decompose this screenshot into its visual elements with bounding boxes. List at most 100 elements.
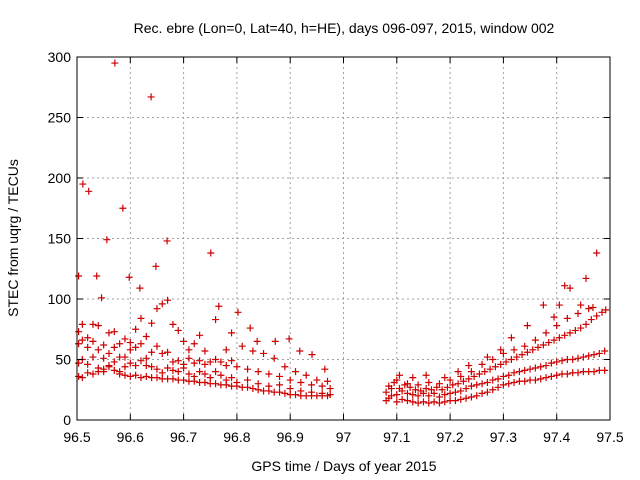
- grid: [77, 57, 610, 420]
- data-point: [534, 343, 542, 351]
- data-point: [582, 320, 590, 328]
- data-point: [142, 354, 150, 362]
- data-point: [398, 395, 406, 403]
- data-point: [602, 306, 610, 314]
- data-point: [169, 358, 177, 366]
- data-point: [254, 386, 262, 394]
- data-point: [478, 360, 486, 368]
- data-point: [467, 393, 475, 401]
- data-point: [441, 391, 449, 399]
- data-point: [281, 363, 289, 371]
- data-point: [507, 356, 515, 363]
- data-point: [212, 368, 220, 376]
- data-point: [465, 362, 473, 370]
- data-point: [561, 282, 569, 290]
- data-point: [555, 301, 563, 309]
- data-point: [462, 385, 470, 393]
- data-point: [513, 353, 521, 361]
- data-point: [137, 357, 145, 365]
- data-point: [228, 374, 236, 382]
- data-point: [324, 392, 332, 400]
- data-point: [190, 377, 198, 385]
- y-tick-label: 250: [48, 110, 72, 126]
- data-point: [142, 362, 150, 370]
- x-tick-label: 97.2: [436, 429, 463, 445]
- data-point: [126, 339, 134, 347]
- data-point: [78, 374, 86, 382]
- data-point: [425, 399, 433, 407]
- data-point: [212, 316, 220, 324]
- data-point: [539, 301, 547, 309]
- data-point: [406, 383, 414, 391]
- data-point: [403, 380, 411, 388]
- data-point: [132, 362, 140, 370]
- data-point: [98, 294, 106, 302]
- data-point: [441, 398, 449, 406]
- data-point: [569, 356, 577, 363]
- data-point: [526, 365, 534, 373]
- data-point: [563, 314, 571, 322]
- data-point: [89, 337, 97, 345]
- data-point: [110, 343, 118, 351]
- data-point: [89, 353, 97, 361]
- data-point: [158, 300, 166, 308]
- data-point: [454, 368, 462, 376]
- x-tick-label: 97: [336, 429, 352, 445]
- data-point: [116, 370, 124, 378]
- data-point: [470, 372, 478, 380]
- data-point: [89, 320, 97, 328]
- data-point: [550, 336, 558, 344]
- data-point: [296, 347, 304, 355]
- data-point: [137, 314, 145, 322]
- x-tick-label: 96.8: [223, 429, 250, 445]
- data-point: [249, 347, 257, 355]
- data-point: [75, 372, 83, 380]
- data-point: [483, 378, 491, 386]
- data-point: [158, 349, 166, 357]
- data-point: [425, 392, 433, 400]
- data-point: [459, 377, 467, 385]
- data-point: [489, 356, 497, 363]
- data-point: [292, 368, 300, 376]
- data-point: [180, 376, 188, 384]
- data-point: [180, 337, 188, 345]
- data-point: [457, 372, 465, 380]
- data-point: [125, 273, 133, 281]
- data-point: [427, 386, 435, 394]
- data-point: [529, 346, 537, 354]
- data-point: [302, 371, 310, 379]
- data-point: [473, 392, 481, 400]
- data-point: [566, 329, 574, 337]
- data-point: [387, 392, 395, 400]
- x-axis-label: GPS time / Days of year 2015: [251, 458, 436, 474]
- data-point: [75, 272, 83, 280]
- data-point: [121, 363, 129, 371]
- data-point: [281, 389, 289, 397]
- data-point: [433, 383, 441, 391]
- data-point: [553, 322, 561, 330]
- data-point: [590, 351, 598, 359]
- data-point: [254, 368, 262, 376]
- data-point: [411, 386, 419, 394]
- data-point: [555, 334, 563, 342]
- chart-title: Rec. ebre (Lon=0, Lat=40, h=HE), days 09…: [134, 20, 555, 36]
- data-point: [169, 375, 177, 383]
- data-point: [222, 362, 230, 370]
- data-point: [507, 334, 515, 342]
- data-point: [531, 336, 539, 344]
- data-point: [84, 360, 92, 368]
- data-point: [510, 346, 518, 354]
- data-point: [403, 397, 411, 405]
- data-point: [587, 316, 595, 324]
- data-point: [297, 378, 305, 386]
- data-point: [430, 398, 438, 406]
- data-point: [136, 284, 144, 292]
- data-point: [601, 366, 609, 374]
- data-point: [547, 359, 555, 367]
- data-point: [542, 374, 550, 382]
- data-point: [489, 376, 497, 384]
- data-point: [201, 370, 209, 378]
- data-point: [233, 363, 241, 371]
- data-point: [185, 370, 193, 378]
- data-point: [174, 357, 182, 365]
